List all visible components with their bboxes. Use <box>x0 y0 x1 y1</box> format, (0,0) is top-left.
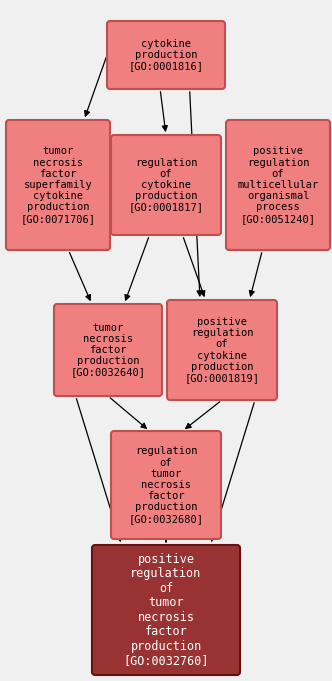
FancyBboxPatch shape <box>54 304 162 396</box>
FancyBboxPatch shape <box>107 21 225 89</box>
Text: tumor
necrosis
factor
superfamily
cytokine
production
[GO:0071706]: tumor necrosis factor superfamily cytoki… <box>21 146 96 223</box>
Text: cytokine
production
[GO:0001816]: cytokine production [GO:0001816] <box>128 39 204 72</box>
Text: tumor
necrosis
factor
production
[GO:0032640]: tumor necrosis factor production [GO:003… <box>70 323 145 377</box>
Text: positive
regulation
of
cytokine
production
[GO:0001819]: positive regulation of cytokine producti… <box>185 317 260 383</box>
FancyBboxPatch shape <box>111 431 221 539</box>
Text: regulation
of
tumor
necrosis
factor
production
[GO:0032680]: regulation of tumor necrosis factor prod… <box>128 447 204 524</box>
Text: positive
regulation
of
tumor
necrosis
factor
production
[GO:0032760]: positive regulation of tumor necrosis fa… <box>123 553 209 667</box>
FancyBboxPatch shape <box>92 545 240 675</box>
FancyBboxPatch shape <box>226 120 330 250</box>
FancyBboxPatch shape <box>111 135 221 235</box>
FancyBboxPatch shape <box>6 120 110 250</box>
Text: regulation
of
cytokine
production
[GO:0001817]: regulation of cytokine production [GO:00… <box>128 157 204 212</box>
Text: positive
regulation
of
multicellular
organismal
process
[GO:0051240]: positive regulation of multicellular org… <box>237 146 319 223</box>
FancyBboxPatch shape <box>167 300 277 400</box>
